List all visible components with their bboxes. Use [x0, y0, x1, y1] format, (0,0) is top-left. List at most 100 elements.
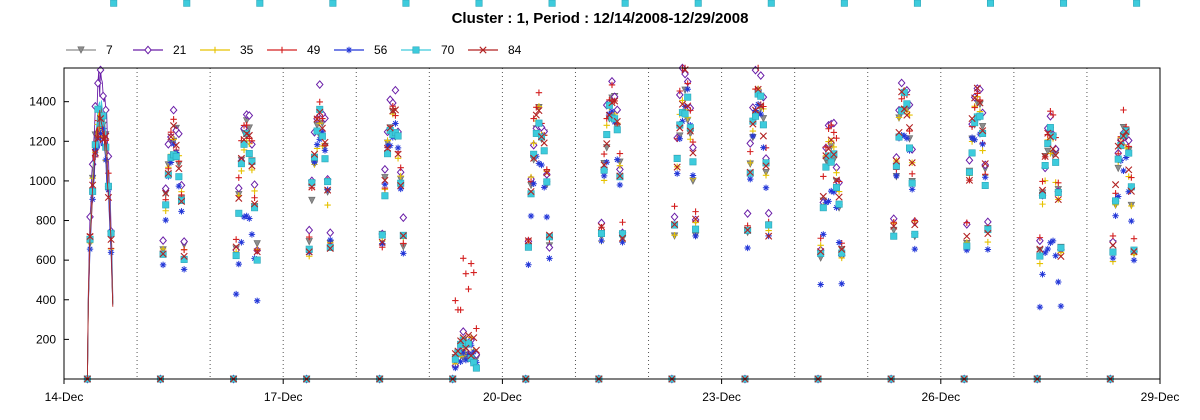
legend-label: 70 [441, 43, 455, 57]
point-84 [613, 117, 621, 126]
point-84 [824, 145, 833, 153]
point-21 [897, 78, 906, 88]
point-70 [616, 173, 624, 181]
point-84 [530, 154, 538, 162]
point-84 [600, 161, 608, 169]
point-49 [971, 104, 978, 111]
point-56 [679, 118, 686, 125]
point-21 [86, 212, 94, 222]
point-84 [1122, 128, 1130, 136]
point-84 [248, 162, 256, 170]
point-84 [378, 238, 386, 246]
point-21 [315, 80, 324, 90]
point-70 [817, 249, 825, 257]
point-84 [386, 124, 394, 132]
point-84 [1114, 142, 1122, 150]
point-84 [232, 243, 240, 251]
point-56 [676, 135, 684, 142]
series-layer [65, 0, 1141, 384]
point-21 [250, 180, 259, 190]
point-56 [979, 140, 986, 148]
point-84 [611, 97, 619, 105]
point-84 [827, 136, 835, 144]
point-49 [535, 89, 543, 96]
point-21 [305, 225, 314, 235]
legend-label: 49 [307, 43, 321, 57]
point-84 [979, 127, 987, 135]
point-7 [978, 123, 987, 131]
legend-label: 84 [508, 43, 522, 57]
point-49 [890, 219, 897, 226]
point-70 [827, 158, 835, 166]
point-35 [895, 114, 903, 121]
point-56 [598, 237, 605, 245]
point-84 [749, 120, 757, 128]
point-70 [673, 155, 681, 163]
point-56 [982, 173, 989, 181]
point-70 [752, 112, 760, 120]
y-tick-label: 400 [36, 293, 56, 307]
point-49 [232, 236, 240, 243]
point-56 [1115, 193, 1122, 200]
point-49 [389, 102, 396, 110]
point-84 [757, 102, 765, 110]
point-70 [248, 158, 256, 166]
point-56 [820, 231, 827, 238]
legend-label: 35 [240, 43, 254, 57]
point-56 [762, 184, 770, 192]
x-tick-label: 29-Dec [1141, 390, 1180, 404]
point-84 [164, 169, 172, 178]
point-70 [1044, 140, 1052, 148]
point-56 [235, 260, 242, 268]
point-84 [107, 235, 115, 244]
point-49 [820, 173, 827, 180]
point-56 [1052, 252, 1059, 259]
point-7 [1044, 147, 1052, 156]
point-70 [613, 126, 621, 134]
point-49 [828, 121, 835, 129]
point-56 [311, 158, 318, 166]
point-84 [1036, 245, 1044, 253]
point-70 [308, 179, 316, 187]
point-49 [397, 164, 404, 171]
series-70 [65, 0, 1141, 383]
point-7 [603, 144, 611, 152]
point-49 [170, 116, 177, 123]
point-56 [102, 156, 109, 164]
point-49 [319, 115, 326, 122]
point-70 [906, 144, 914, 152]
point-56 [535, 160, 543, 167]
point-84 [89, 181, 97, 189]
point-49 [1039, 178, 1046, 185]
point-70 [329, 0, 337, 7]
point-21 [743, 209, 752, 219]
point-49 [473, 325, 480, 332]
point-84 [310, 150, 319, 158]
point-84 [305, 248, 313, 256]
point-70 [963, 242, 971, 250]
point-70 [1041, 162, 1049, 170]
point-70 [256, 0, 264, 7]
point-56 [1130, 257, 1138, 264]
point-21 [981, 160, 990, 170]
point-84 [1109, 241, 1117, 249]
point-84 [751, 106, 760, 114]
point-56 [749, 132, 757, 140]
point-35 [979, 147, 986, 154]
point-7 [308, 196, 316, 205]
point-84 [673, 163, 681, 171]
point-84 [976, 99, 984, 107]
point-84 [898, 88, 906, 96]
point-21 [161, 184, 170, 194]
point-84 [532, 111, 540, 119]
point-49 [465, 285, 472, 293]
point-70 [1054, 188, 1062, 196]
point-84 [754, 85, 762, 93]
point-49 [1036, 234, 1044, 241]
point-70 [759, 121, 767, 129]
point-56 [835, 239, 843, 246]
point-84 [892, 157, 900, 165]
point-21 [399, 213, 408, 223]
point-56 [170, 140, 177, 148]
point-49 [235, 174, 242, 181]
